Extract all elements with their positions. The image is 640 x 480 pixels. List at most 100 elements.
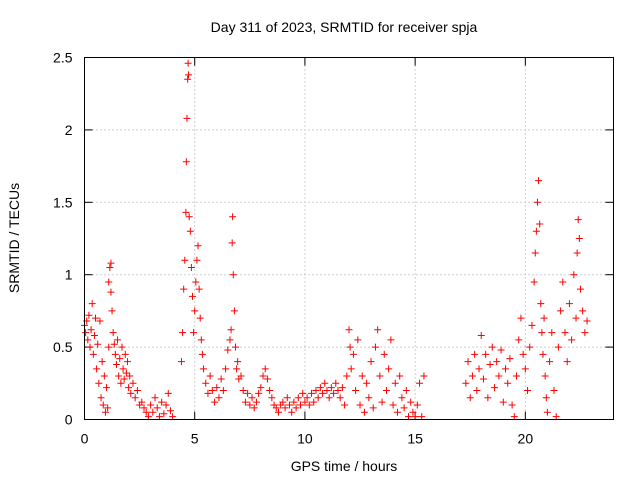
data-point [559,278,567,286]
data-point [140,404,148,412]
data-point [227,326,235,334]
data-point [411,413,419,421]
data-point [239,387,247,395]
data-point [466,394,474,402]
tick-labels: 0 5 10 15 20 0 0.5 1 1.5 2 2.5 [53,50,533,447]
data-point [285,401,293,409]
data-point [504,379,512,387]
data-point [367,358,375,366]
data-point [554,343,562,351]
data-point [241,398,249,406]
data-point [546,358,554,366]
data-point [471,350,479,358]
data-point [142,408,150,416]
data-point [158,398,166,406]
data-point [573,249,581,257]
data-point [416,379,424,387]
data-point [121,350,129,358]
data-point [107,288,115,296]
data-point [153,404,161,412]
axis-ticks [84,57,614,420]
data-point [418,413,426,421]
data-point [228,239,236,247]
data-point [473,387,481,395]
data-point [517,314,525,322]
data-point [149,408,157,416]
data-point [550,387,558,395]
data-point [111,350,119,358]
data-point [88,300,96,308]
data-point [266,387,274,395]
data-point [330,389,338,397]
data-point [565,300,573,308]
data-point [279,398,287,406]
data-point [197,336,205,344]
data-point [299,389,307,397]
data-point [202,379,210,387]
y-tick-label: 2 [65,122,73,138]
data-point [89,350,97,358]
grid-lines [84,57,614,420]
data-point [371,343,379,351]
data-point [316,384,324,392]
data-point [327,384,335,392]
data-point [310,398,318,406]
data-point [528,321,536,329]
data-point [402,387,410,395]
data-point [185,71,193,79]
data-point [186,227,194,235]
data-point [179,329,187,337]
data-point [107,259,115,267]
data-point [557,307,565,315]
data-point [233,365,241,373]
data-point [93,365,101,373]
data-points [81,59,591,421]
data-point [187,263,195,271]
data-point [196,314,204,322]
y-tick-label: 1.5 [53,194,73,210]
data-point [303,394,311,402]
x-tick-label: 0 [81,431,89,447]
data-point [184,59,192,67]
x-axis-label: GPS time / hours [291,458,398,474]
data-point [477,332,485,340]
data-point [541,372,549,380]
data-point [538,329,546,337]
data-point [332,379,340,387]
data-point [482,350,490,358]
data-point [103,384,111,392]
data-point [268,394,276,402]
data-point [182,158,190,166]
data-point [576,285,584,293]
data-point [169,413,177,421]
data-point [501,365,509,373]
data-point [510,413,518,421]
data-point [110,340,118,348]
data-point [183,114,191,122]
data-point [572,314,580,322]
data-point [208,387,216,395]
data-point [86,343,94,351]
data-point [479,375,487,383]
data-point [226,336,234,344]
data-point [358,372,366,380]
data-point [396,372,404,380]
data-point [543,408,551,416]
data-point [548,329,556,337]
data-point [391,379,399,387]
data-point [526,343,534,351]
data-point [109,329,117,337]
data-point [200,365,208,373]
data-point [405,413,413,421]
data-point [343,372,351,380]
data-point [336,394,344,402]
data-point [288,408,296,416]
data-point [185,213,193,221]
data-point [581,329,589,337]
data-point [126,372,134,380]
data-point [104,404,112,412]
data-point [101,408,109,416]
data-point [144,413,152,421]
data-point [257,384,265,392]
data-point [305,401,313,409]
